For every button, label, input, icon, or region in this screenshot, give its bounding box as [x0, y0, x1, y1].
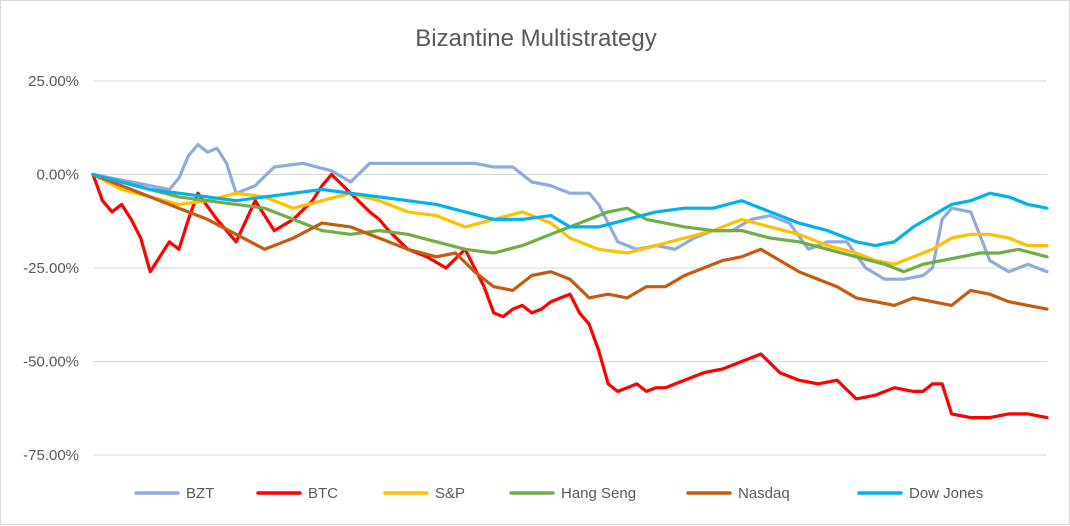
chart-title: Bizantine Multistrategy	[415, 25, 656, 52]
series-lines	[91, 143, 1049, 420]
series-line-bzt	[91, 143, 1049, 281]
y-tick-label: -50.00%	[23, 354, 79, 371]
legend-label: Nasdaq	[738, 485, 790, 502]
series-line-s-p	[91, 172, 1049, 266]
y-tick-label: 25.00%	[28, 73, 79, 90]
legend-item-bzt: BZT	[134, 485, 214, 502]
series-line-dow-jones	[91, 172, 1049, 248]
legend-label: S&P	[435, 485, 465, 502]
legend-item-dow-jones: Dow Jones	[857, 485, 983, 502]
y-tick-label: -25.00%	[23, 260, 79, 277]
legend-item-s-p: S&P	[383, 485, 465, 502]
y-tick-label: 0.00%	[36, 167, 79, 184]
legend-label: Hang Seng	[561, 485, 636, 502]
legend-label: Dow Jones	[909, 485, 983, 502]
gridlines	[93, 80, 1047, 456]
legend-item-hang-seng: Hang Seng	[509, 485, 636, 502]
y-axis-tick-labels: 25.00% 0.00% -25.00% -50.00% -75.00%	[23, 73, 79, 464]
legend-label: BTC	[308, 485, 338, 502]
series-line-hang-seng	[91, 172, 1049, 274]
legend: BZT BTC S&P Hang Seng Nasdaq Dow Jones	[134, 485, 983, 502]
series-line-nasdaq	[91, 172, 1049, 311]
legend-item-nasdaq: Nasdaq	[686, 485, 790, 502]
y-tick-label: -75.00%	[23, 447, 79, 464]
legend-label: BZT	[186, 485, 214, 502]
legend-item-btc: BTC	[256, 485, 338, 502]
series-line-btc	[91, 172, 1049, 420]
